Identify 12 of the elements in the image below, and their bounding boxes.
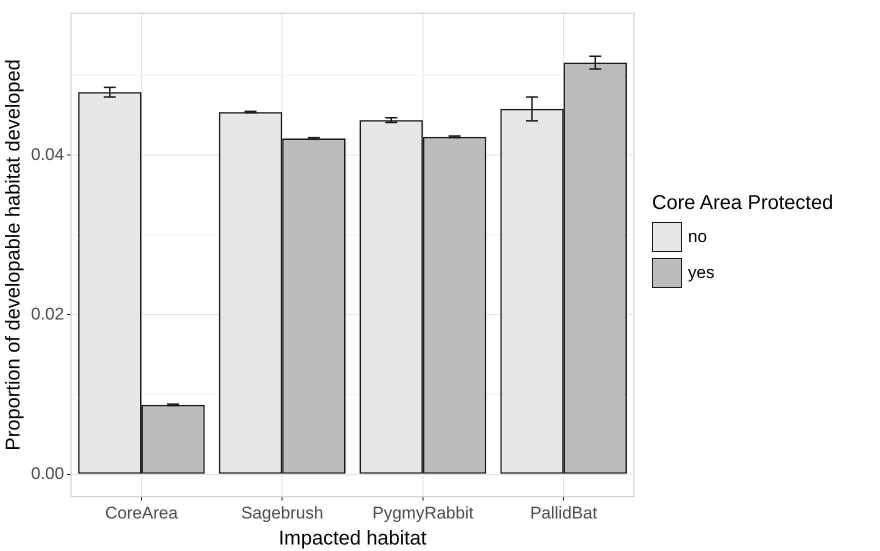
x-axis-title: Impacted habitat <box>278 528 427 550</box>
y-tick-label: 0.00 <box>30 464 64 483</box>
legend-label: yes <box>688 263 714 283</box>
y-tick-label: 0.04 <box>30 144 64 164</box>
x-tick-label: CoreArea <box>105 503 178 522</box>
legend-label: no <box>688 227 707 247</box>
y-tick-label: 0.02 <box>30 304 64 324</box>
x-tick-label: PygmyRabbit <box>372 503 474 522</box>
legend-title: Core Area Protected <box>652 192 834 215</box>
y-axis-title: Proportion of developable habitat developed <box>2 59 25 451</box>
x-tick-label: Sagebrush <box>241 503 324 522</box>
x-tick-label: PallidBat <box>530 503 598 522</box>
